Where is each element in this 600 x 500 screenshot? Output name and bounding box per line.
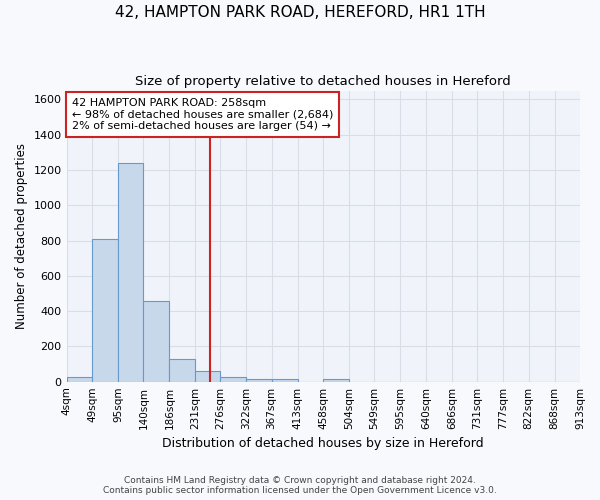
Bar <box>323 379 349 382</box>
Bar <box>67 378 92 382</box>
X-axis label: Distribution of detached houses by size in Hereford: Distribution of detached houses by size … <box>163 437 484 450</box>
Bar <box>246 379 272 382</box>
Bar <box>195 371 220 382</box>
Y-axis label: Number of detached properties: Number of detached properties <box>15 143 28 329</box>
Text: Contains HM Land Registry data © Crown copyright and database right 2024.
Contai: Contains HM Land Registry data © Crown c… <box>103 476 497 495</box>
Bar <box>118 163 143 382</box>
Text: 42 HAMPTON PARK ROAD: 258sqm
← 98% of detached houses are smaller (2,684)
2% of : 42 HAMPTON PARK ROAD: 258sqm ← 98% of de… <box>71 98 333 131</box>
Text: 42, HAMPTON PARK ROAD, HEREFORD, HR1 1TH: 42, HAMPTON PARK ROAD, HEREFORD, HR1 1TH <box>115 5 485 20</box>
Bar <box>220 378 246 382</box>
Title: Size of property relative to detached houses in Hereford: Size of property relative to detached ho… <box>136 75 511 88</box>
Bar <box>143 302 169 382</box>
Bar <box>92 239 118 382</box>
Bar <box>272 379 298 382</box>
Bar <box>169 358 195 382</box>
